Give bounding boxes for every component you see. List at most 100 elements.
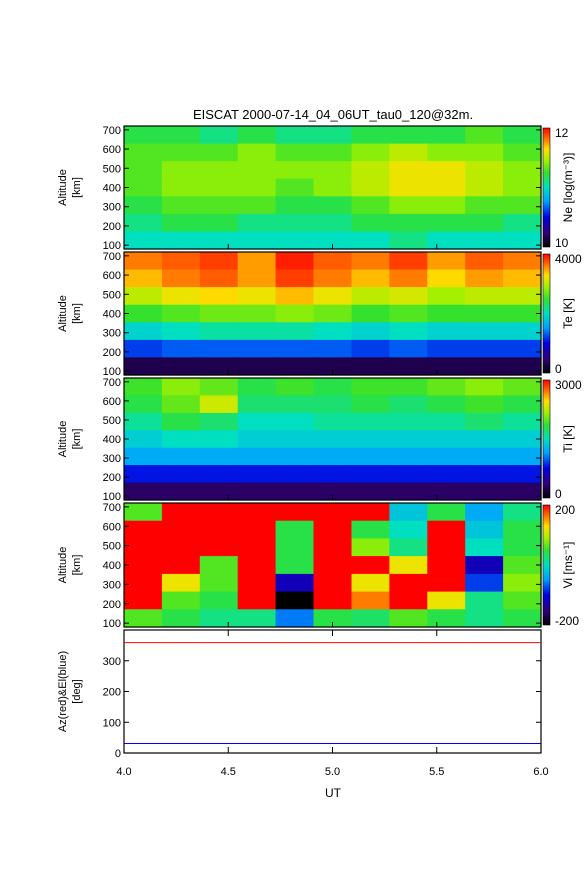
heatmap-cell — [275, 538, 315, 557]
y-tick-label: 500 — [103, 289, 121, 301]
heatmap-cell — [351, 503, 390, 522]
heatmap-cell — [389, 196, 428, 215]
heatmap-cell — [389, 178, 428, 197]
heatmap-cell — [124, 591, 163, 610]
y-tick-label: 200 — [103, 221, 121, 233]
heatmap-cell — [199, 430, 239, 449]
heatmap-cell — [503, 252, 542, 271]
heatmap-cell — [199, 161, 239, 180]
heatmap-cell — [427, 143, 466, 162]
panel-te: 100 200 300 400 500 600 700 Altitude [km] 4000 0 Te… — [57, 251, 582, 378]
heatmap-cell — [389, 287, 428, 306]
heatmap-cell — [503, 482, 542, 501]
heatmap-cell — [465, 538, 504, 557]
heatmap-cell — [313, 161, 352, 180]
heatmap-cell — [124, 609, 163, 628]
heatmap-cell — [465, 447, 504, 466]
heatmap-cell — [465, 556, 504, 575]
x-tick-label: 6.0 — [533, 766, 548, 778]
y-axis-unit: [km] — [71, 555, 83, 576]
heatmap-cell — [503, 161, 542, 180]
colorbar-max-label: 3000 — [555, 378, 582, 392]
heatmap-cell — [275, 573, 315, 593]
y-tick-label: 300 — [103, 202, 121, 214]
heatmap-cell — [503, 178, 542, 197]
y-axis-label: Altitude — [57, 421, 69, 458]
heatmap-cell — [124, 143, 163, 162]
heatmap-cell — [465, 231, 504, 250]
y-tick-label: 300 — [103, 579, 121, 591]
heatmap-cell — [124, 556, 163, 575]
heatmap-cell — [427, 339, 466, 359]
colorbar — [542, 253, 551, 374]
heatmap-cell — [427, 304, 466, 323]
heatmap-cell — [199, 591, 239, 610]
heatmap-cell — [351, 520, 390, 539]
heatmap-cell — [237, 304, 277, 323]
heatmap-cell — [161, 196, 201, 215]
y-tick-label: 700 — [103, 251, 121, 263]
heatmap-cell — [237, 213, 277, 233]
heatmap-cell — [351, 304, 390, 323]
heatmap-cell — [389, 447, 428, 466]
y-tick-label: 200 — [103, 347, 121, 359]
heatmap-cell — [351, 609, 390, 628]
heatmap-cell — [237, 378, 277, 396]
heatmap-cell — [161, 503, 201, 522]
heatmap-cell — [237, 609, 277, 628]
heatmap-cell — [199, 482, 239, 501]
heatmap-cell — [503, 357, 542, 376]
y-tick-label: 400 — [103, 560, 121, 572]
colorbar-max-label: 4000 — [555, 252, 582, 266]
heatmap-cell — [124, 322, 163, 341]
heatmap-cell — [465, 213, 504, 233]
heatmap-cell — [275, 503, 315, 522]
panel-angles: 0 100 200 300 4.0 4.5 5.0 5.5 6.0 Az(red)&El(blue… — [57, 629, 549, 778]
heatmap-cell — [465, 287, 504, 306]
heatmap-cell — [275, 520, 315, 539]
heatmap-cell — [427, 395, 466, 414]
heatmap-cell — [313, 252, 352, 271]
heatmap-cell — [313, 395, 352, 414]
heatmap-cell — [351, 573, 390, 593]
heatmap-cell — [503, 503, 542, 522]
heatmap-cell — [389, 591, 428, 610]
heatmap-cell — [199, 252, 239, 271]
colorbar — [542, 379, 551, 499]
heatmap-cell — [389, 412, 428, 431]
heatmap-cell — [199, 143, 239, 162]
heatmap-cell — [427, 322, 466, 341]
heatmap-cell — [465, 395, 504, 414]
heatmap-cell — [275, 126, 315, 145]
heatmap-cell — [351, 465, 390, 484]
heatmap-cell — [389, 304, 428, 323]
heatmap-cell — [237, 287, 277, 306]
heatmap-cell — [237, 465, 277, 484]
heatmap-cell — [313, 482, 352, 501]
heatmap-cell — [427, 412, 466, 431]
heatmap-cell — [351, 378, 390, 396]
y-axis-unit: [km] — [71, 177, 83, 198]
heatmap-cell — [124, 126, 163, 145]
heatmap-cell — [275, 357, 315, 376]
heatmap-cell — [351, 161, 390, 180]
heatmap-cell — [503, 556, 542, 575]
heatmap-cell — [503, 591, 542, 610]
heatmap-cell — [389, 573, 428, 593]
heatmap-cell — [389, 252, 428, 271]
heatmap-cell — [389, 269, 428, 288]
y-tick-label: 100 — [103, 491, 121, 503]
heatmap-cell — [237, 231, 277, 250]
heatmap-cell — [503, 304, 542, 323]
heatmap-cell — [161, 447, 201, 466]
heatmap-cell — [313, 573, 352, 593]
y-tick-label: 300 — [103, 656, 121, 668]
heatmap-cell — [199, 231, 239, 250]
heatmap-cell — [427, 556, 466, 575]
heatmap-cell — [124, 520, 163, 539]
heatmap-cell — [427, 538, 466, 557]
y-axis-label: Altitude — [57, 547, 69, 584]
heatmap-cell — [389, 520, 428, 539]
y-tick-label: 100 — [103, 240, 121, 252]
